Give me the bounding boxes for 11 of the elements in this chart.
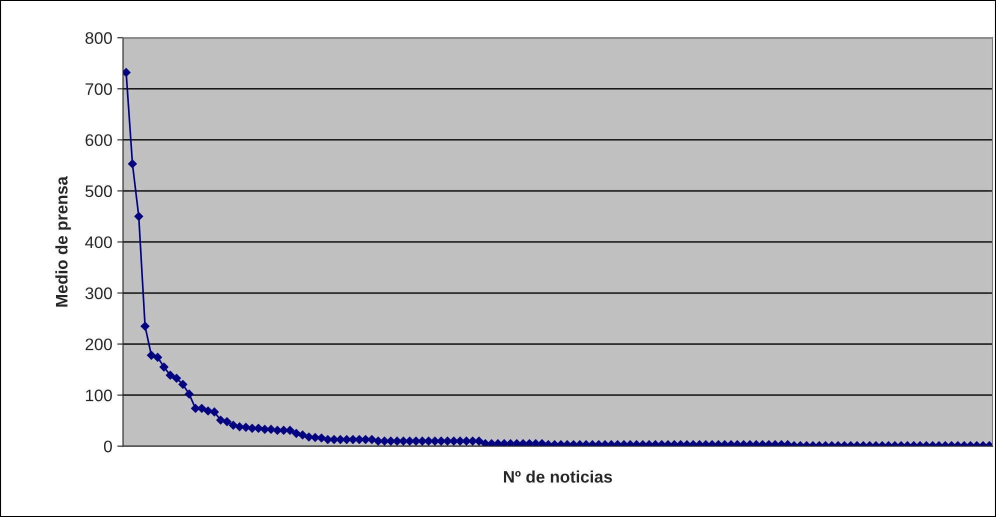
y-tick-label: 700 [86, 83, 112, 95]
y-tick-label: 0 [104, 440, 112, 452]
y-tick-label: 200 [86, 338, 112, 350]
x-axis-title: Nº de noticias [504, 470, 612, 483]
y-tick-label: 400 [85, 236, 112, 248]
y-tick-label: 500 [85, 185, 112, 198]
y-axis-title: Medio de prensa [55, 176, 71, 307]
y-tick-label: 800 [86, 32, 112, 44]
y-tick-label: 300 [85, 287, 112, 300]
y-tick-label: 100 [86, 390, 112, 402]
y-tick-label: 600 [86, 134, 112, 146]
